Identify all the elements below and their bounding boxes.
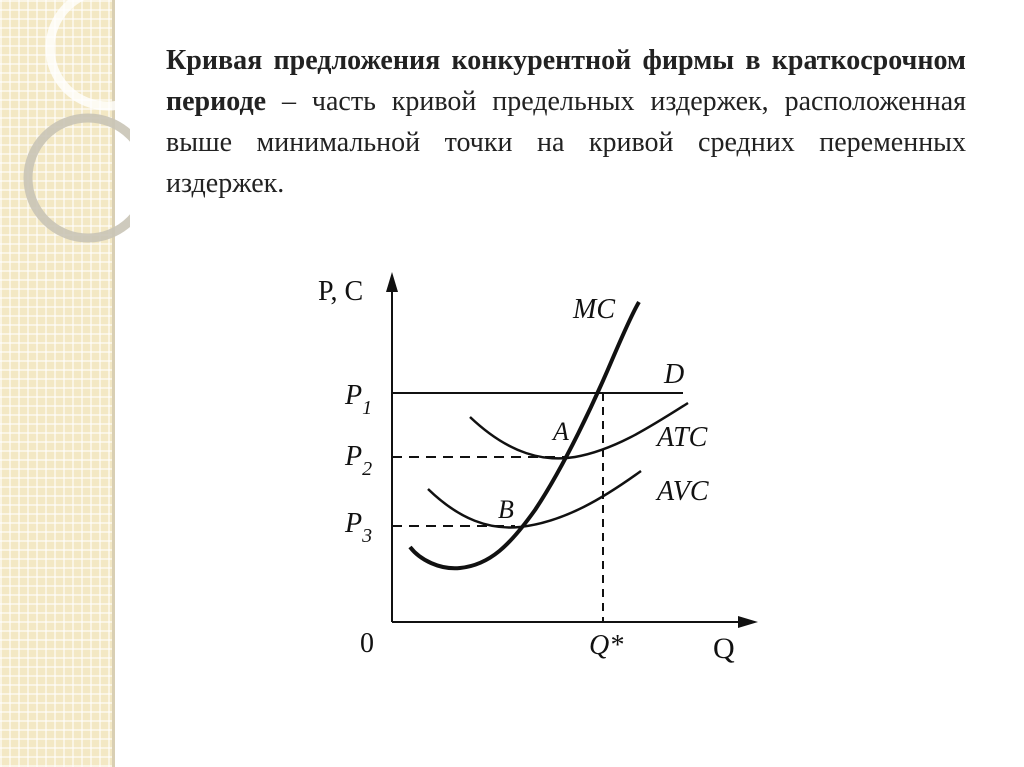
price-label-p1: P1 xyxy=(344,380,372,419)
mc-label: MC xyxy=(572,294,615,325)
atc-curve xyxy=(469,401,689,460)
avc-curve xyxy=(427,469,642,529)
definition-term: Кривая предложения конкурентной фирмы в … xyxy=(166,45,966,117)
definition-body: часть кривой предельных издержек, распол… xyxy=(166,86,966,199)
mc-curve xyxy=(408,300,641,571)
avc-label: AVC xyxy=(655,476,709,507)
origin-label: 0 xyxy=(360,628,374,659)
x-axis-label: Q xyxy=(713,632,735,665)
q-star-label: Q* xyxy=(589,630,623,661)
strip-divider xyxy=(112,0,115,767)
y-axis-label: P, C xyxy=(318,276,363,307)
definition-dash: – xyxy=(266,86,312,117)
price-label-p2: P2 xyxy=(344,441,372,480)
point-a-label: A xyxy=(551,417,569,446)
decorative-circles xyxy=(23,0,130,243)
point-b-label: B xyxy=(498,495,514,524)
price-label-p3: P3 xyxy=(344,508,372,547)
atc-label: ATC xyxy=(655,422,708,453)
definition-paragraph: Кривая предложения конкурентной фирмы в … xyxy=(166,40,966,204)
d-label: D xyxy=(663,359,684,390)
deco-circle-bottom xyxy=(23,113,130,243)
deco-circle-top xyxy=(45,0,130,111)
